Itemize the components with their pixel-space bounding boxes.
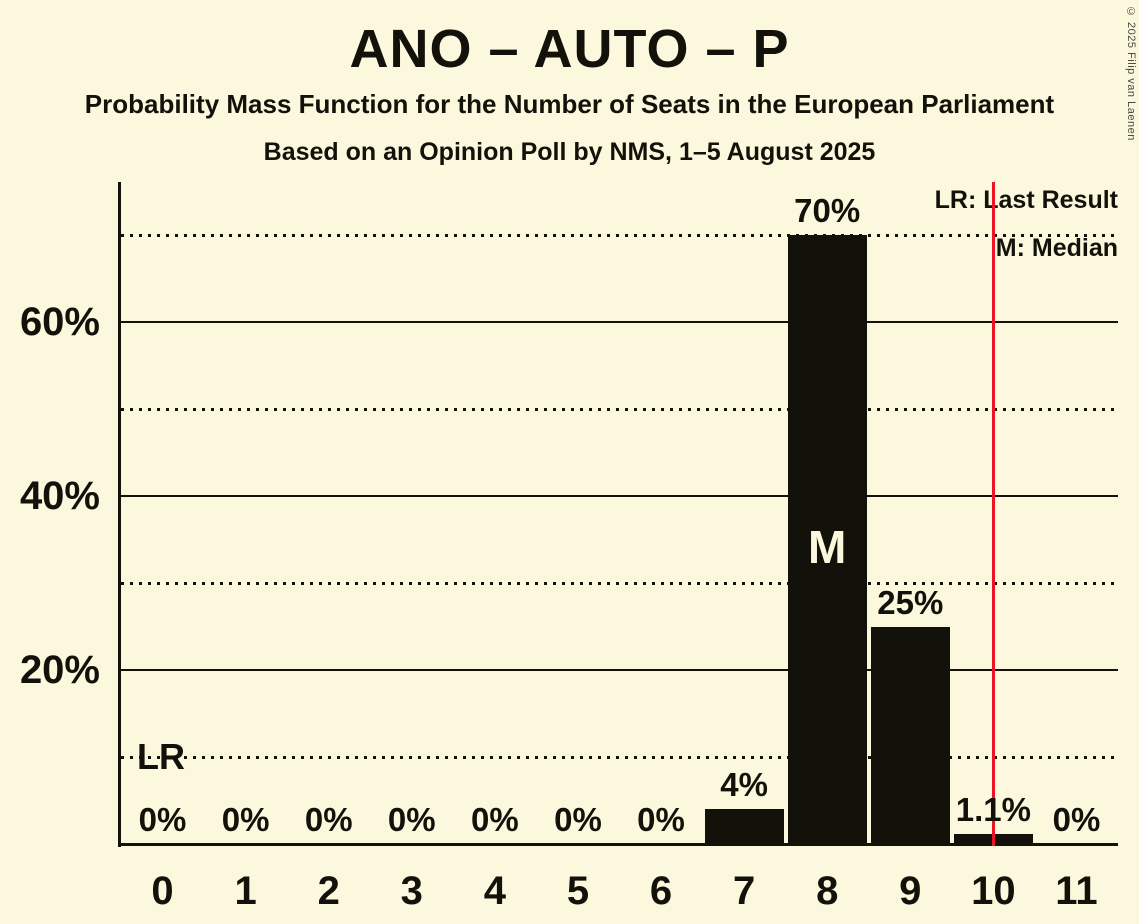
last-result-label: LR <box>137 736 185 778</box>
x-tick-label-8: 8 <box>816 869 839 913</box>
x-tick-label-4: 4 <box>483 869 506 913</box>
y-tick-label-40pct: 40% <box>19 474 100 519</box>
bar-value-label-11: 0% <box>1052 801 1101 838</box>
copyright-notice: © 2025 Filip van Laenen <box>1125 6 1137 141</box>
bar-value-label-3: 0% <box>387 801 436 838</box>
gridline-solid-60pct <box>121 321 1118 324</box>
gridline-dotted-10pct <box>121 755 1118 759</box>
bar-value-label-7: 4% <box>720 766 768 804</box>
x-tick-label-7: 7 <box>732 869 756 913</box>
threshold-line <box>992 182 996 846</box>
x-tick-label-0: 0 <box>151 869 174 913</box>
bar-value-label-9: 25% <box>877 583 944 621</box>
chart-title: ANO – AUTO – P <box>349 19 790 79</box>
bar-seat-7 <box>704 809 784 844</box>
x-tick-label-9: 9 <box>899 869 922 913</box>
y-tick-label-60pct: 60% <box>19 300 100 345</box>
chart-subtitle: Probability Mass Function for the Number… <box>84 89 1055 119</box>
legend-last-result: LR: Last Result <box>934 186 1118 214</box>
gridline-solid-40pct <box>121 495 1118 498</box>
bar-value-label-8: 70% <box>794 192 861 230</box>
bar-value-label-1: 0% <box>221 801 270 838</box>
bar-value-label-10: 1.1% <box>955 791 1031 829</box>
gridline-solid-20pct <box>121 669 1118 672</box>
bar-value-label-2: 0% <box>304 801 353 838</box>
bar-seat-9 <box>870 626 950 844</box>
y-axis <box>118 182 121 847</box>
bar-value-label-4: 0% <box>471 801 519 838</box>
x-tick-label-10: 10 <box>971 869 1016 913</box>
x-tick-label-11: 11 <box>1055 869 1098 913</box>
chart-poll-details: Based on an Opinion Poll by NMS, 1–5 Aug… <box>263 138 876 166</box>
x-tick-label-5: 5 <box>566 869 590 913</box>
x-tick-label-6: 6 <box>649 869 673 913</box>
bar-value-label-6: 0% <box>637 801 685 838</box>
bar-value-label-5: 0% <box>554 801 602 838</box>
y-tick-label-20pct: 20% <box>19 648 100 693</box>
bar-value-label-0: 0% <box>138 801 187 838</box>
gridline-dotted-50pct <box>121 407 1118 411</box>
x-tick-label-3: 3 <box>400 869 423 913</box>
gridline-dotted-70pct <box>121 233 1118 237</box>
bar-seat-8 <box>787 235 867 844</box>
x-axis <box>118 843 1118 846</box>
legend-median: M: Median <box>995 234 1118 262</box>
x-tick-label-1: 1 <box>234 869 257 913</box>
gridline-dotted-30pct <box>121 581 1118 585</box>
x-tick-label-2: 2 <box>317 869 340 913</box>
median-label: M <box>808 521 847 573</box>
